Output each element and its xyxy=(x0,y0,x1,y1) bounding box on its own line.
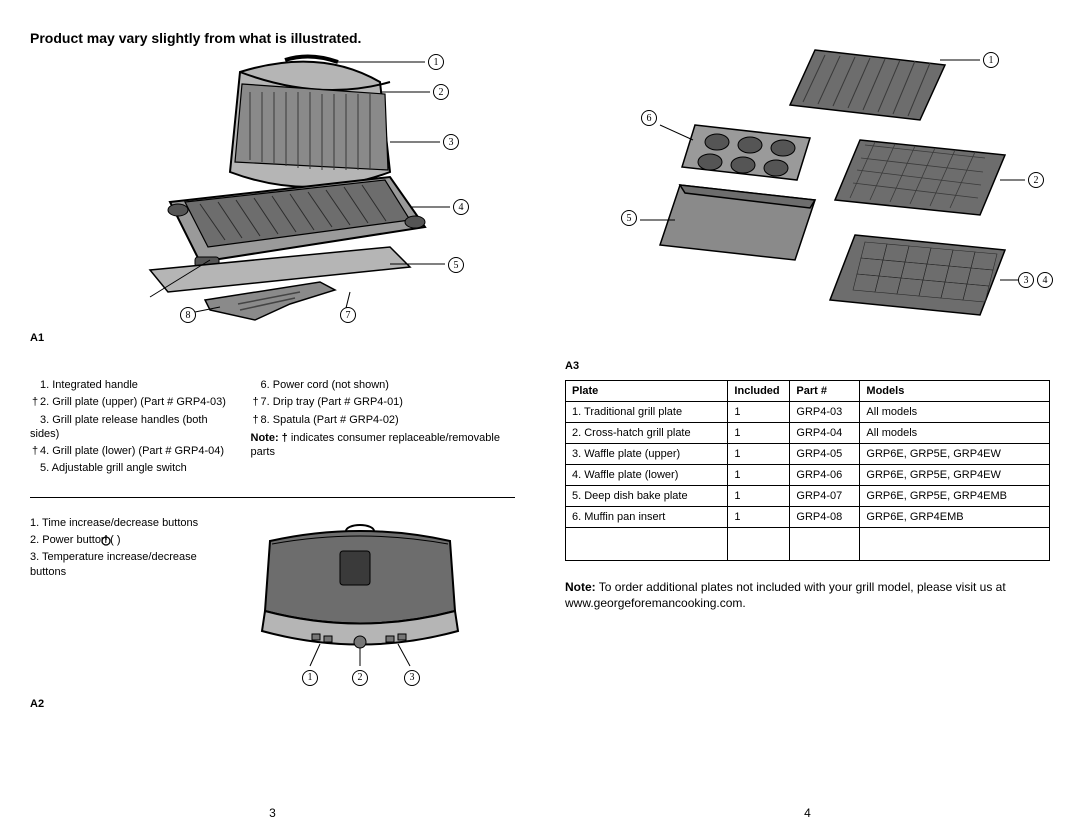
a2-callout-2: 2 xyxy=(352,670,368,686)
table-row: 2. Cross-hatch grill plate1GRP4-04All mo… xyxy=(566,423,1050,444)
page-3: Product may vary slightly from what is i… xyxy=(20,30,525,824)
table-row: 4. Waffle plate (lower)1GRP4-06GRP6E, GR… xyxy=(566,465,1050,486)
callout-5: 5 xyxy=(448,257,464,273)
table-header-row: Plate Included Part # Models xyxy=(566,381,1050,402)
a3-callout-2: 2 xyxy=(1028,172,1044,188)
figure-a2-section: 1. Time increase/decrease buttons 2. Pow… xyxy=(30,516,515,694)
page-number-right: 4 xyxy=(804,806,811,820)
grill-illustration xyxy=(90,52,460,332)
a2-callout-3: 3 xyxy=(404,670,420,686)
callout-2: 2 xyxy=(433,84,449,100)
plates-illustration xyxy=(585,30,1045,340)
plates-table: Plate Included Part # Models 1. Traditio… xyxy=(565,380,1050,561)
callout-1: 1 xyxy=(428,54,444,70)
disclaimer-text: Product may vary slightly from what is i… xyxy=(30,30,515,46)
table-row: 5. Deep dish bake plate1GRP4-07GRP6E, GR… xyxy=(566,486,1050,507)
order-note: Note: To order additional plates not inc… xyxy=(565,579,1050,611)
callout-4: 4 xyxy=(453,199,469,215)
power-icon xyxy=(100,534,112,546)
callout-8: 8 xyxy=(180,307,196,323)
table-row-empty xyxy=(566,528,1050,561)
a3-callout-6: 6 xyxy=(641,110,657,126)
callout-7: 7 xyxy=(340,307,356,323)
grill-front-illustration xyxy=(250,516,470,671)
a3-callout-4: 4 xyxy=(1037,272,1053,288)
a3-callout-1: 1 xyxy=(983,52,999,68)
figure-a3-label: A3 xyxy=(565,360,1050,372)
table-row: 3. Waffle plate (upper)1GRP4-05GRP6E, GR… xyxy=(566,444,1050,465)
callout-3: 3 xyxy=(443,134,459,150)
page-number-left: 3 xyxy=(269,806,276,820)
figure-a1: 1 2 3 4 5 7 8 A1 xyxy=(30,52,515,342)
a3-callout-3: 3 xyxy=(1018,272,1034,288)
figure-a1-label: A1 xyxy=(30,332,44,344)
a3-callout-5: 5 xyxy=(621,210,637,226)
a1-parts-list: 1. Integrated handle †2. Grill plate (up… xyxy=(30,378,515,479)
a2-parts-list: 1. Time increase/decrease buttons 2. Pow… xyxy=(30,516,230,694)
figure-a2-label: A2 xyxy=(30,698,515,710)
figure-a3: 1 2 3 4 5 6 xyxy=(565,30,1050,350)
a2-callout-1: 1 xyxy=(302,670,318,686)
divider xyxy=(30,497,515,498)
table-row: 6. Muffin pan insert1GRP4-08GRP6E, GRP4E… xyxy=(566,507,1050,528)
table-row: 1. Traditional grill plate1GRP4-03All mo… xyxy=(566,402,1050,423)
page-4: 1 2 3 4 5 6 A3 Plate Included Part # Mod… xyxy=(555,30,1060,824)
